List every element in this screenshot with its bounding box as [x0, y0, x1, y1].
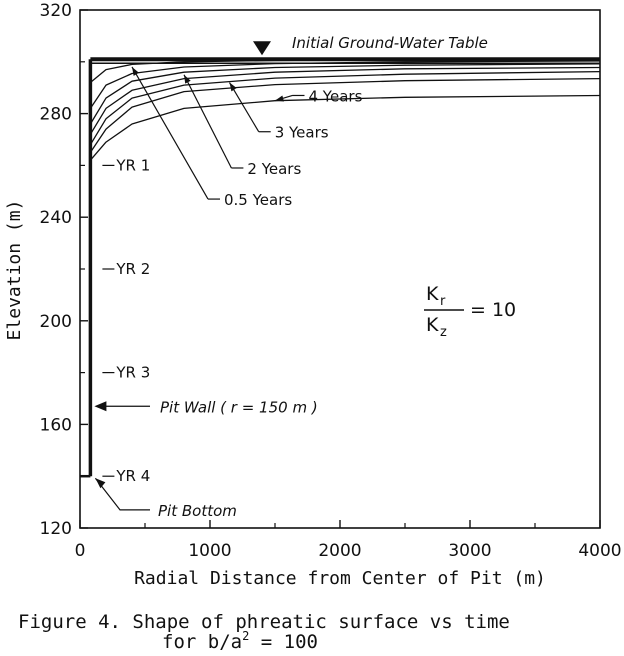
- y-tick-label: 120: [40, 519, 72, 539]
- drawdown-curve: [89, 60, 601, 109]
- drawdown-curve: [89, 66, 601, 135]
- x-tick-label: 2000: [318, 541, 361, 561]
- axis-ticks: 120 160 200 240 280 320 0 1000 2000 3000 4000: [40, 1, 622, 561]
- pit-bottom-label: Pit Bottom: [158, 502, 237, 520]
- ratio-denominator-sub: z: [440, 325, 447, 340]
- y-tick-label: 160: [40, 415, 72, 435]
- annotations: Initial Ground-Water Table YR 1 YR 2 YR 3 YR…: [94, 34, 516, 520]
- pit-wall-label: Pit Wall ( r = 150 m ): [160, 398, 318, 416]
- figure-caption-line1: Figure 4. Shape of phreatic surface vs t…: [18, 611, 510, 633]
- curve-label-arrowhead: [229, 82, 237, 92]
- y-axis-label: Elevation (m): [4, 200, 25, 341]
- y-tick-label: 240: [40, 208, 72, 228]
- pit-level-label: YR 2: [115, 260, 150, 278]
- pit-level-label: YR 4: [115, 467, 150, 485]
- drawdown-curve: [89, 63, 601, 125]
- curve-label-leader: [131, 66, 209, 200]
- initial-water-table-label: Initial Ground-Water Table: [292, 34, 488, 52]
- y-tick-label: 320: [40, 1, 72, 21]
- y-tick-label: 280: [40, 105, 72, 125]
- curve-label-arrowhead: [275, 95, 284, 102]
- x-tick-label: 4000: [578, 541, 621, 561]
- x-axis-label: Radial Distance from Center of Pit (m): [134, 568, 546, 589]
- ratio-denominator: K: [426, 314, 439, 336]
- drawdown-curves: [80, 57, 601, 478]
- figure-caption-line2: for b/a2 = 100: [162, 629, 318, 653]
- x-tick-label: 1000: [188, 541, 231, 561]
- ratio-numerator-sub: r: [440, 294, 446, 309]
- water-table-marker-icon: [253, 41, 271, 56]
- curve-label: 0.5 Years: [224, 191, 292, 209]
- drawdown-curve: [89, 77, 601, 153]
- ratio-value: = 10: [470, 299, 516, 321]
- curve-label-leader: [183, 74, 232, 169]
- curve-label: 3 Years: [275, 124, 329, 142]
- pit-wall-arrowhead: [94, 401, 107, 412]
- drawdown-curve: [89, 94, 601, 161]
- curve-label: 2 Years: [247, 160, 301, 178]
- x-tick-label: 3000: [448, 541, 491, 561]
- x-tick-label: 0: [75, 541, 86, 561]
- curve-label: 4 Years: [309, 87, 363, 105]
- pit-bottom-leader: [94, 477, 150, 511]
- curve-label-arrowhead: [132, 66, 139, 76]
- pit-bottom-arrowhead: [95, 478, 106, 489]
- curve-label-leader: [228, 82, 260, 133]
- pit-level-label: YR 3: [115, 364, 150, 382]
- drawdown-curve: [89, 70, 601, 146]
- y-tick-label: 200: [40, 312, 72, 332]
- curve-label-arrowhead: [184, 74, 191, 84]
- ratio-numerator: K: [426, 283, 439, 305]
- pit-level-label: YR 1: [115, 156, 150, 174]
